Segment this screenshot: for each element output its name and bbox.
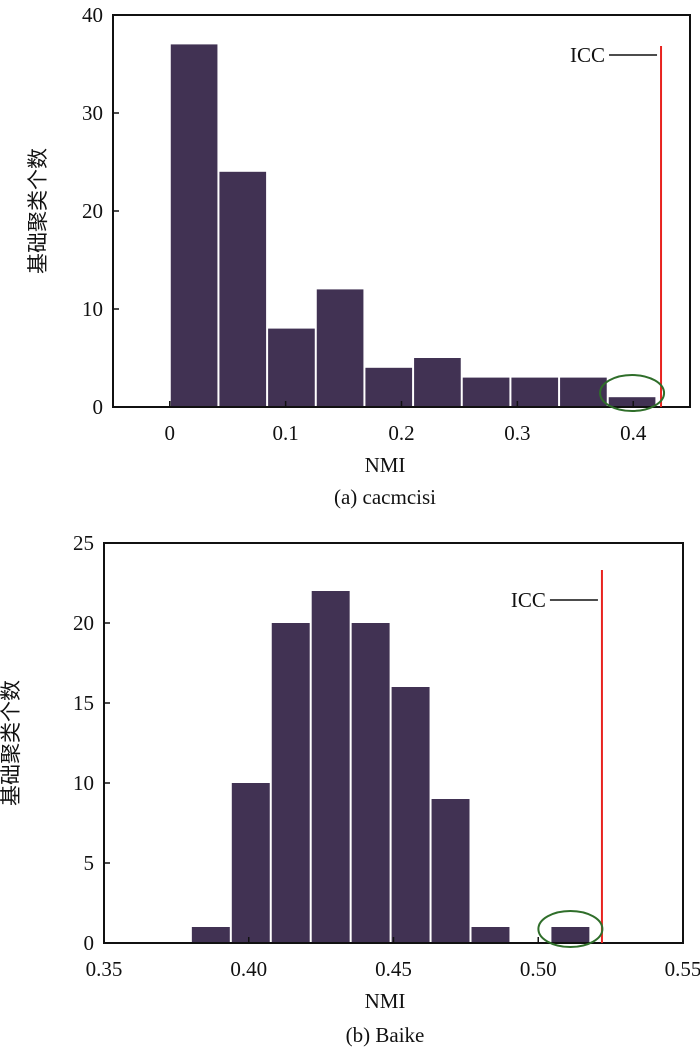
x-tick-label: 0.40 bbox=[230, 957, 267, 981]
y-axis-label: 基础聚类个数 bbox=[26, 148, 50, 274]
x-tick-label: 0.35 bbox=[86, 957, 123, 981]
y-axis-label: 基础聚类个数 bbox=[0, 680, 23, 806]
chart-b: NMI (b) Baike 基础聚类个数 0 5 10 15 20 25 0.35 0.40 0… bbox=[0, 531, 700, 1047]
y-tick-label: 0 bbox=[84, 931, 95, 955]
x-tick-label: 0.45 bbox=[375, 957, 412, 981]
histogram-bar bbox=[311, 591, 350, 943]
x-tick-label: 0.2 bbox=[388, 421, 414, 445]
x-axis-label: NMI bbox=[365, 453, 406, 477]
histogram-bar bbox=[219, 171, 267, 407]
x-tick-label: 0.4 bbox=[620, 421, 647, 445]
histogram-bar bbox=[191, 927, 230, 943]
y-tick-label: 15 bbox=[73, 691, 94, 715]
histogram-bar bbox=[351, 623, 390, 943]
x-tick-label: 0.50 bbox=[520, 957, 557, 981]
x-axis-label: NMI bbox=[365, 989, 406, 1013]
icc-label: ICC bbox=[511, 588, 546, 612]
caption: (a) cacmcisi bbox=[334, 485, 436, 509]
chart-a: NMI (a) cacmcisi 基础聚类个数 0 10 20 30 40 0 0.1 0.2… bbox=[26, 3, 691, 509]
histogram-bar bbox=[271, 623, 310, 943]
histogram-bar bbox=[170, 44, 218, 408]
y-tick-label: 10 bbox=[73, 771, 94, 795]
histogram-bar bbox=[268, 328, 315, 407]
histogram-bar bbox=[414, 358, 461, 407]
histogram-bar bbox=[431, 799, 470, 943]
y-tick-label: 10 bbox=[82, 297, 103, 321]
highlight-ellipse bbox=[599, 374, 666, 412]
x-tick-label: 0.55 bbox=[665, 957, 700, 981]
y-tick-label: 40 bbox=[82, 3, 103, 27]
highlight-ellipse bbox=[537, 910, 604, 948]
caption: (b) Baike bbox=[346, 1023, 425, 1047]
histogram-bar bbox=[231, 783, 270, 943]
y-tick-label: 20 bbox=[73, 611, 94, 635]
x-tick-label: 0.3 bbox=[504, 421, 530, 445]
y-tick-label: 30 bbox=[82, 101, 103, 125]
histogram-bar bbox=[551, 927, 590, 943]
histogram-bar bbox=[391, 687, 430, 943]
histogram-bar bbox=[608, 397, 656, 407]
y-tick-label: 20 bbox=[82, 199, 103, 223]
histogram-bar bbox=[316, 289, 364, 407]
y-tick-label: 5 bbox=[84, 851, 95, 875]
y-tick-label: 25 bbox=[73, 531, 94, 555]
histogram-bar bbox=[511, 377, 559, 407]
icc-label: ICC bbox=[570, 43, 605, 67]
histogram-bar bbox=[365, 367, 413, 407]
x-tick-label: 0 bbox=[165, 421, 176, 445]
histogram-bar bbox=[471, 927, 510, 943]
histogram-bar bbox=[560, 377, 607, 407]
x-tick-label: 0.1 bbox=[273, 421, 299, 445]
y-tick-label: 0 bbox=[93, 395, 104, 419]
histogram-bar bbox=[462, 377, 510, 407]
